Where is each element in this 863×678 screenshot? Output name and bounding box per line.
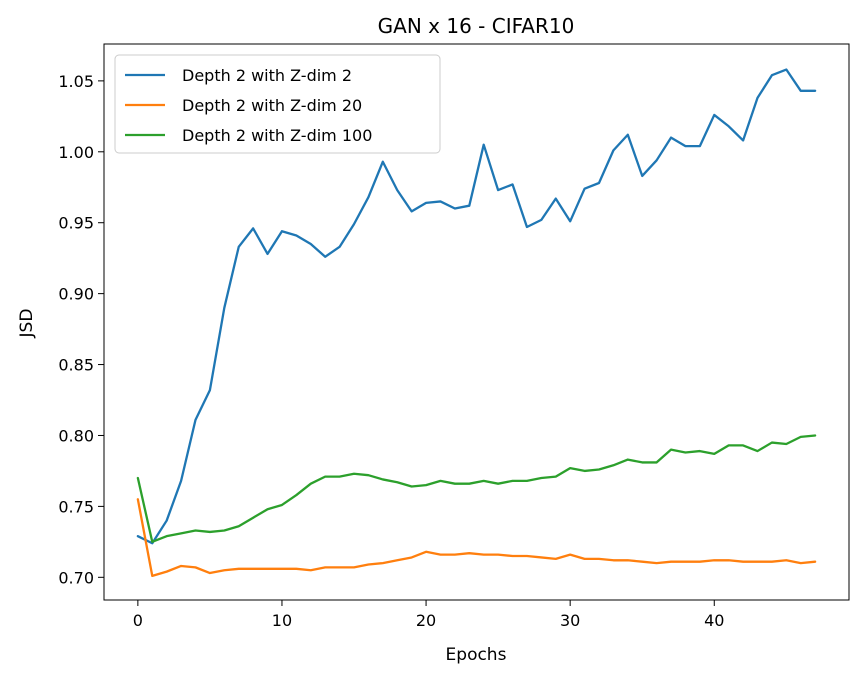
series-line-1 <box>136 68 817 545</box>
plot-frame <box>103 43 850 601</box>
x-tick-label: 30 <box>560 611 580 630</box>
y-tick-label: 1.05 <box>58 72 94 91</box>
axes-ticks: 0 10 20 30 40 0.70 0.75 0.80 0.85 0.90 0.95 1.00 1.0… <box>58 72 724 630</box>
series-line-2 <box>136 498 817 578</box>
y-tick-label: 0.75 <box>58 497 94 516</box>
legend: Depth 2 with Z-dim 2 Depth 2 with Z-dim 2… <box>114 54 441 154</box>
x-tick-label: 0 <box>133 611 143 630</box>
legend-label-2: Depth 2 with Z-dim 20 <box>182 96 362 115</box>
y-axis-label: JSD <box>17 309 37 339</box>
chart-title: GAN x 16 - CIFAR10 <box>378 14 575 38</box>
x-tick-label: 10 <box>272 611 292 630</box>
y-tick-label: 0.70 <box>58 568 94 587</box>
plot-area <box>136 68 817 578</box>
x-axis-label: Epochs <box>446 645 507 665</box>
y-tick-label: 1.00 <box>58 143 94 162</box>
legend-label-3: Depth 2 with Z-dim 100 <box>182 126 372 145</box>
y-tick-label: 0.85 <box>58 356 94 375</box>
x-tick-label: 20 <box>416 611 436 630</box>
legend-label-1: Depth 2 with Z-dim 2 <box>182 66 352 85</box>
y-tick-label: 0.80 <box>58 426 94 445</box>
legend-box <box>114 54 441 154</box>
y-tick-label: 0.95 <box>58 214 94 233</box>
series-line-3 <box>136 434 817 543</box>
x-tick-label: 40 <box>704 611 724 630</box>
y-tick-label: 0.90 <box>58 285 94 304</box>
